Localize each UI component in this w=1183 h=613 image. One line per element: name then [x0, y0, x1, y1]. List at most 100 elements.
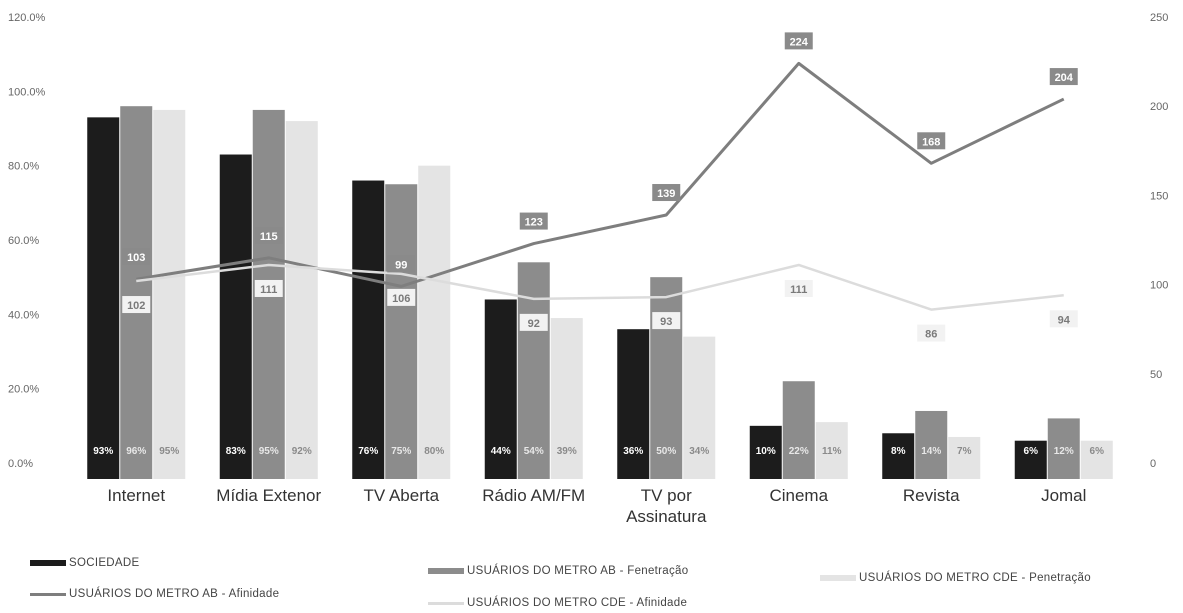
x-category-label: Rádio AM/FM — [482, 486, 585, 505]
line-data-label-box — [784, 279, 813, 297]
bar — [1014, 440, 1047, 479]
bar — [484, 299, 517, 479]
bar — [650, 277, 683, 479]
line-data-label: 111 — [790, 284, 807, 296]
y-axis-left: 0.0% 20.0% 40.0% 60.0% 80.0% 100.0% 120.0% — [8, 12, 46, 470]
bar-data-label: 7% — [957, 446, 972, 457]
line-data-label: 204 — [1055, 72, 1074, 84]
bar — [285, 121, 318, 480]
line-data-label: 86 — [925, 329, 937, 341]
bar — [153, 109, 186, 480]
bar-data-label: 6% — [1090, 446, 1105, 457]
line-data-label-box — [917, 324, 946, 342]
bar-data-label: 80% — [424, 446, 444, 457]
bar — [782, 381, 815, 479]
line-data-label-box — [519, 313, 548, 331]
bar-data-label: 54% — [524, 446, 544, 457]
y-right-tick-label: 50 — [1150, 369, 1162, 381]
line-data-label-box — [122, 296, 151, 314]
bar-data-label: 96% — [126, 446, 146, 457]
bar-data-label: 10% — [756, 446, 776, 457]
bar-data-label: 93% — [93, 446, 113, 457]
bar-data-label: 44% — [491, 446, 511, 457]
line-data-label: 92 — [528, 318, 540, 330]
y-right-tick-label: 150 — [1150, 190, 1168, 202]
legend: SOCIEDADE USUÁRIOS DO METRO AB - Fenetra… — [0, 548, 1183, 613]
line-data-label-box — [254, 279, 283, 297]
y-left-tick-label: 80.0% — [8, 161, 39, 173]
bar-data-label: 83% — [226, 446, 246, 457]
bar — [120, 106, 153, 479]
bar-data-label: 50% — [656, 446, 676, 457]
y-left-tick-label: 60.0% — [8, 235, 39, 247]
line-data-label-box — [652, 184, 681, 202]
legend-swatch-cde-penetracao — [820, 575, 856, 581]
x-category-label: Mídia Extenor — [216, 486, 321, 505]
bar — [815, 422, 848, 479]
bar-data-label: 12% — [1054, 446, 1074, 457]
x-axis-categories: Internet Mídia Extenor TV Aberta Rádio AM/F… — [107, 486, 1086, 526]
x-category-label: TV por Assinatura — [626, 486, 707, 526]
line-data-label-box — [1049, 68, 1078, 86]
y-left-tick-label: 120.0% — [8, 12, 46, 24]
bar-data-label: 6% — [1024, 446, 1039, 457]
bar-data-label: 76% — [358, 446, 378, 457]
legend-label-cde-afinidade: USUÁRIOS DO METRO CDE - Afinidade — [467, 597, 688, 609]
line-data-label-box — [387, 255, 416, 273]
line-data-label-box — [652, 312, 681, 330]
bar — [882, 433, 915, 479]
line-data-label: 103 — [127, 252, 145, 264]
legend-label-ab-penetracao: USUÁRIOS DO METRO AB - Fenetração — [467, 565, 689, 577]
y-left-tick-label: 0.0% — [8, 458, 33, 470]
line-data-label-box — [254, 226, 283, 244]
bar-data-label: 39% — [557, 446, 577, 457]
legend-item-cde-afinidade: USUÁRIOS DO METRO CDE - Afinidade — [428, 597, 687, 609]
line-series — [136, 263, 1064, 311]
bar — [418, 165, 451, 479]
legend-label-sociedade: SOCIEDADE — [69, 557, 140, 569]
bar — [219, 154, 252, 479]
bar-data-label: 22% — [789, 446, 809, 457]
bar — [915, 410, 948, 479]
legend-swatch-sociedade — [30, 560, 66, 566]
line-data-label: 224 — [790, 36, 809, 48]
line-data-label: 106 — [392, 293, 410, 305]
legend-item-sociedade: SOCIEDADE — [30, 557, 139, 569]
bar-data-label: 14% — [921, 446, 941, 457]
line-data-label: 94 — [1058, 314, 1071, 326]
bar-data-label: 8% — [891, 446, 906, 457]
bar — [87, 117, 120, 479]
line-data-label: 168 — [922, 136, 940, 148]
bar — [352, 180, 385, 480]
bar — [617, 329, 650, 479]
x-category-label: TV Aberta — [363, 486, 439, 505]
legend-item-cde-penetracao: USUÁRIOS DO METRO CDE - Penetração — [820, 572, 1091, 584]
bar — [683, 336, 716, 479]
bar — [385, 184, 418, 479]
bar — [749, 425, 782, 479]
line-data-label: 123 — [525, 217, 543, 229]
bar-data-label: 34% — [689, 446, 709, 457]
y-right-tick-label: 200 — [1150, 101, 1168, 113]
bar — [1047, 418, 1080, 479]
legend-label-cde-penetracao: USUÁRIOS DO METRO CDE - Penetração — [859, 572, 1091, 584]
bar-data-label: 95% — [259, 446, 279, 457]
line-data-label-box — [917, 132, 946, 150]
bar-data-label: 95% — [159, 446, 179, 457]
legend-item-ab-penetracao: USUÁRIOS DO METRO AB - Fenetração — [428, 565, 688, 577]
y-right-tick-label: 0 — [1150, 458, 1156, 470]
chart: 0.0% 20.0% 40.0% 60.0% 80.0% 100.0% 120.0% 0 50… — [8, 12, 1168, 526]
bar — [948, 436, 981, 479]
line-data-label: 139 — [657, 188, 675, 200]
legend-label-ab-afinidade: USUÁRIOS DO METRO AB - Afinidade — [69, 588, 280, 600]
legend-item-ab-afinidade: USUÁRIOS DO METRO AB - Afinidade — [30, 588, 279, 600]
y-axis-right: 0 50 100 150 200 250 — [1150, 12, 1168, 470]
y-left-tick-label: 100.0% — [8, 86, 46, 98]
line-data-label: 99 — [395, 259, 407, 271]
line-data-label-box — [1049, 310, 1078, 328]
line-data-label: 102 — [127, 300, 145, 312]
bar-data-label: 11% — [822, 446, 842, 457]
bars: 93% 83% 76% 44% 36% 10% 8% 6% 96% 95% 75% 54% 50% 22%… — [87, 106, 1113, 480]
y-left-tick-label: 40.0% — [8, 309, 39, 321]
line-series — [136, 61, 1065, 288]
